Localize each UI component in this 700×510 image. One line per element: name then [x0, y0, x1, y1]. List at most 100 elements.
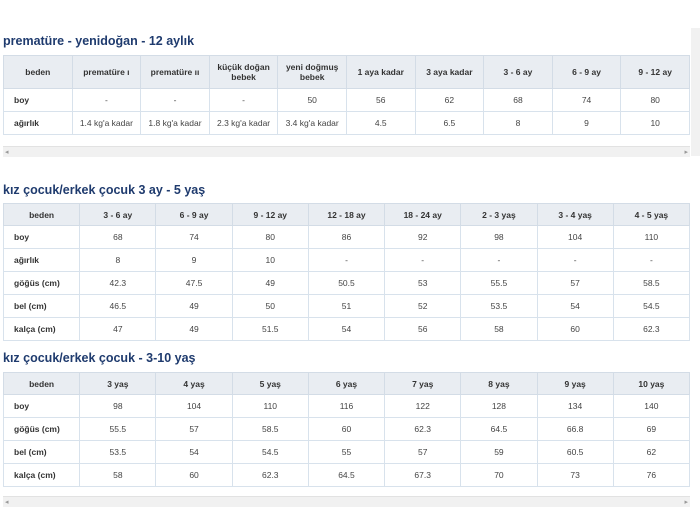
cell: 62	[414, 88, 485, 112]
column-header: 1 aya kadar	[345, 55, 416, 89]
cell: 47	[79, 317, 157, 341]
cell: 53.5	[79, 440, 157, 464]
cell: 54	[155, 440, 233, 464]
cell: 55.5	[79, 417, 157, 441]
row-label: bel (cm)	[2, 440, 81, 464]
row-label: kalça (cm)	[2, 463, 81, 487]
cell: 6.5	[414, 111, 485, 135]
row-label: göğüs (cm)	[2, 271, 81, 295]
cell: 58	[460, 317, 538, 341]
column-header: 3 - 6 ay	[483, 55, 553, 89]
cell: 80	[620, 88, 690, 112]
column-header: küçük doğan bebek	[208, 55, 279, 89]
cell: 140	[612, 394, 691, 418]
row-label: göğüs (cm)	[2, 417, 81, 441]
cell: 64.5	[460, 417, 538, 441]
cell: 3.4 kg'a kadar	[277, 111, 347, 135]
cell: 54.5	[231, 440, 309, 464]
cell: 69	[612, 417, 691, 441]
column-header: beden	[2, 203, 81, 226]
column-header: 8 yaş	[460, 372, 538, 395]
cell: 58	[79, 463, 157, 487]
cell: 76	[612, 463, 691, 487]
cell: 110	[231, 394, 309, 418]
size-table: beden prematüre ı prematüre ıı küçük doğan …	[3, 55, 690, 135]
table-row: kalça (cm) 47 49 51.5 54 56 58 60 62.3	[2, 317, 691, 341]
cell: 52	[384, 294, 462, 318]
cell: 4.5	[345, 111, 416, 135]
column-header: prematüre ıı	[140, 55, 210, 89]
cell: 98	[460, 225, 538, 249]
cell: 55	[307, 440, 386, 464]
cell: 74	[551, 88, 622, 112]
cell: -	[460, 248, 538, 272]
table-row: bel (cm) 46.5 49 50 51 52 53.5 54 54.5	[2, 294, 691, 318]
column-header: 4 - 5 yaş	[612, 203, 691, 226]
column-header: 6 - 9 ay	[551, 55, 622, 89]
cell: 50	[277, 88, 347, 112]
row-label: kalça (cm)	[2, 317, 81, 341]
cell: 73	[536, 463, 614, 487]
row-label: bel (cm)	[2, 294, 81, 318]
cell: -	[536, 248, 614, 272]
column-header: 2 - 3 yaş	[460, 203, 538, 226]
row-label: boy	[2, 394, 81, 418]
cell: 58.5	[231, 417, 309, 441]
cell: 70	[460, 463, 538, 487]
cell: 98	[79, 394, 157, 418]
cell: -	[71, 88, 142, 112]
cell: 134	[536, 394, 614, 418]
horizontal-scrollbar[interactable]: ◂ ▸	[3, 496, 690, 507]
cell: 51.5	[231, 317, 309, 341]
table-row: ağırlık 8 9 10- - - - -	[2, 248, 691, 272]
table-row: göğüs (cm) 55.5 57 58.5 60 62.3 64.5 66.8 69	[2, 417, 691, 441]
cell: 62.3	[612, 317, 691, 341]
cell: 67.3	[384, 463, 462, 487]
cell: 50.5	[307, 271, 386, 295]
row-label: boy	[3, 88, 73, 112]
cell: 68	[483, 88, 553, 112]
column-header: prematüre ı	[71, 55, 142, 89]
cell: 53.5	[460, 294, 538, 318]
table-row: kalça (cm) 58 60 62.3 64.5 67.3 70 73 76	[2, 463, 691, 487]
cell: 53	[384, 271, 462, 295]
cell: 49	[155, 317, 233, 341]
size-table: beden 3 - 6 ay 6 - 9 ay 9 - 12 ay 12 - 18 ay…	[2, 203, 691, 341]
cell: 8	[79, 248, 157, 272]
table-row: boy - - -50 56 62 68 74 80	[3, 88, 690, 112]
section-title: prematüre - yenidoğan - 12 aylık	[3, 34, 195, 48]
table-row: boy 98 104 110 116 122 128 134 140	[2, 394, 691, 418]
table-row: bel (cm) 53.5 54 54.5 55 57 59 60.5 62	[2, 440, 691, 464]
cell: 116	[307, 394, 386, 418]
column-header: 5 yaş	[231, 372, 309, 395]
vertical-scrollbar[interactable]	[691, 28, 700, 156]
cell: 60	[307, 417, 386, 441]
cell: 2.3 kg'a kadar	[208, 111, 279, 135]
cell: 60	[536, 317, 614, 341]
header-row: beden prematüre ı prematüre ıı küçük doğan …	[3, 55, 690, 89]
cell: 51	[307, 294, 386, 318]
cell: 64.5	[307, 463, 386, 487]
column-header: beden	[2, 372, 81, 395]
column-header: 6 yaş	[307, 372, 386, 395]
cell: 104	[155, 394, 233, 418]
horizontal-scrollbar[interactable]: ◂ ▸	[3, 146, 690, 157]
cell: 49	[231, 271, 309, 295]
cell: 9	[155, 248, 233, 272]
cell: 55.5	[460, 271, 538, 295]
cell: 74	[155, 225, 233, 249]
cell: 56	[345, 88, 416, 112]
cell: -	[307, 248, 386, 272]
cell: 46.5	[79, 294, 157, 318]
column-header: beden	[3, 55, 73, 89]
row-label: ağırlık	[2, 248, 81, 272]
column-header: 6 - 9 ay	[155, 203, 233, 226]
column-header: 9 yaş	[536, 372, 614, 395]
row-label: ağırlık	[3, 111, 73, 135]
cell: 57	[536, 271, 614, 295]
cell: 66.8	[536, 417, 614, 441]
column-header: 18 - 24 ay	[384, 203, 462, 226]
cell: 110	[612, 225, 691, 249]
cell: 56	[384, 317, 462, 341]
